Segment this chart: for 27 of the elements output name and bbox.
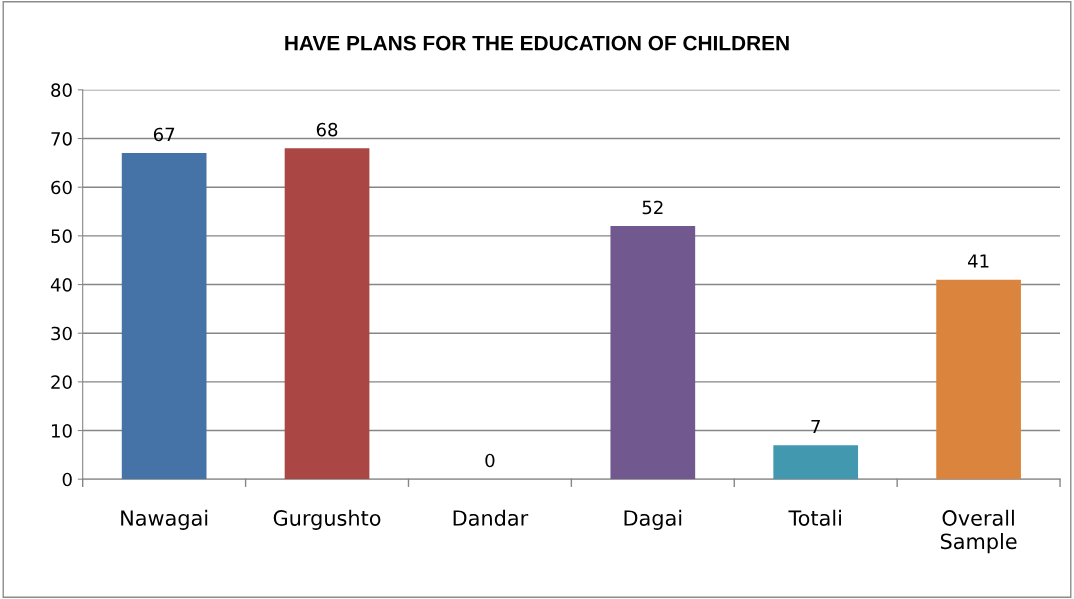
data-label: 67 — [153, 127, 175, 142]
y-tick-label: 40 — [50, 277, 72, 292]
x-tick-label: Totali — [788, 509, 841, 526]
chart-title: HAVE PLANS FOR THE EDUCATION OF CHILDREN — [285, 35, 789, 51]
y-tick-label: 70 — [51, 131, 72, 146]
bar — [284, 148, 370, 480]
bar — [936, 279, 1021, 480]
x-tick-label: Nawagai — [121, 509, 208, 530]
data-label: 0 — [485, 453, 495, 468]
y-tick-label: 60 — [51, 180, 72, 195]
x-tick-label: Overall Sample — [940, 509, 1017, 554]
y-tick-label: 80 — [51, 83, 72, 97]
bar — [610, 226, 696, 480]
x-tick-label: Dagai — [624, 509, 682, 530]
x-tick-label: Dandar — [453, 509, 529, 526]
data-label: 52 — [642, 200, 663, 215]
y-tick-label: 30 — [51, 326, 72, 341]
y-tick-label: 10 — [51, 423, 72, 438]
y-tick-label: 50 — [51, 229, 72, 243]
x-tick-label: Gurgushto — [273, 509, 381, 530]
data-label: 7 — [811, 419, 820, 434]
data-label: 41 — [967, 254, 989, 268]
bar — [773, 445, 859, 480]
data-label: 68 — [316, 122, 338, 137]
y-tick-label: 20 — [51, 375, 72, 389]
y-tick-label: 0 — [62, 472, 72, 487]
bar — [121, 153, 207, 480]
